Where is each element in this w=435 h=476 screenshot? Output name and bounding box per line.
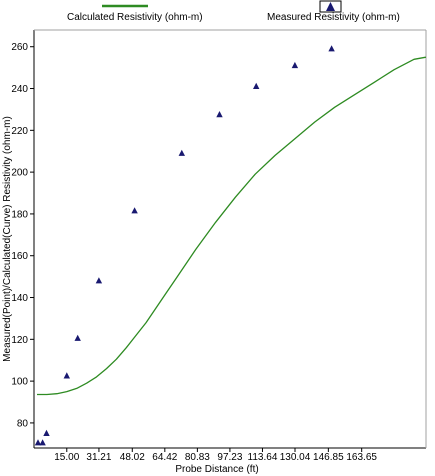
y-tick-label: 100: [11, 377, 28, 388]
measured-point-marker: [34, 439, 42, 446]
x-tick-label: 113.64: [248, 452, 278, 463]
y-tick-label: 140: [11, 293, 28, 304]
y-tick-label: 80: [17, 418, 29, 429]
measured-point-marker: [291, 61, 299, 69]
x-tick-label: 48.02: [120, 452, 145, 463]
x-axis-title: Probe Distance (ft): [175, 464, 258, 475]
x-tick-label: 97.23: [217, 452, 242, 463]
measured-point-marker: [131, 207, 138, 214]
legend: Calculated Resistivity (ohm-m) Measured R…: [67, 0, 400, 23]
legend-item-measured: Measured Resistivity (ohm-m): [267, 0, 400, 23]
measured-point-marker: [216, 111, 223, 118]
series-layer: [34, 45, 427, 446]
legend-label-measured: Measured Resistivity (ohm-m): [267, 12, 400, 23]
calculated-resistivity-line: [37, 56, 427, 396]
measured-point-marker: [95, 277, 103, 284]
y-tick-label: 260: [11, 42, 28, 53]
x-tick-label: 64.42: [152, 452, 177, 463]
y-tick-label: 200: [11, 168, 28, 179]
x-tick-label: 163.65: [346, 452, 377, 463]
y-tick-label: 160: [11, 251, 28, 262]
legend-item-calculated: Calculated Resistivity (ohm-m): [67, 4, 203, 23]
x-tick-label: 31.21: [86, 452, 111, 463]
y-tick-label: 220: [11, 126, 28, 137]
measured-point-marker: [43, 429, 50, 436]
y-tick-label: 120: [11, 335, 28, 346]
x-tick-label: 80.83: [185, 452, 210, 463]
measured-point-marker: [328, 45, 335, 52]
y-tick-label: 240: [11, 84, 28, 95]
measured-point-marker: [178, 149, 185, 156]
x-tick-label: 130.04: [280, 452, 311, 463]
legend-label-calculated: Calculated Resistivity (ohm-m): [67, 12, 203, 23]
y-tick-label: 180: [11, 209, 28, 220]
x-tick-label: 15.00: [54, 452, 79, 463]
measured-point-marker: [74, 334, 81, 341]
legend-triangle-icon: [326, 2, 335, 11]
measured-point-marker: [63, 372, 70, 379]
measured-point-marker: [39, 439, 46, 446]
measured-point-marker: [253, 82, 260, 89]
axes: 80 100 120 140 160 180 200 220 240 260 15.00 31.21 4…: [2, 29, 427, 475]
y-axis-title: Measured(Point)/Calculated(Curve) Resist…: [2, 116, 13, 362]
x-tick-label: 146.85: [313, 452, 344, 463]
